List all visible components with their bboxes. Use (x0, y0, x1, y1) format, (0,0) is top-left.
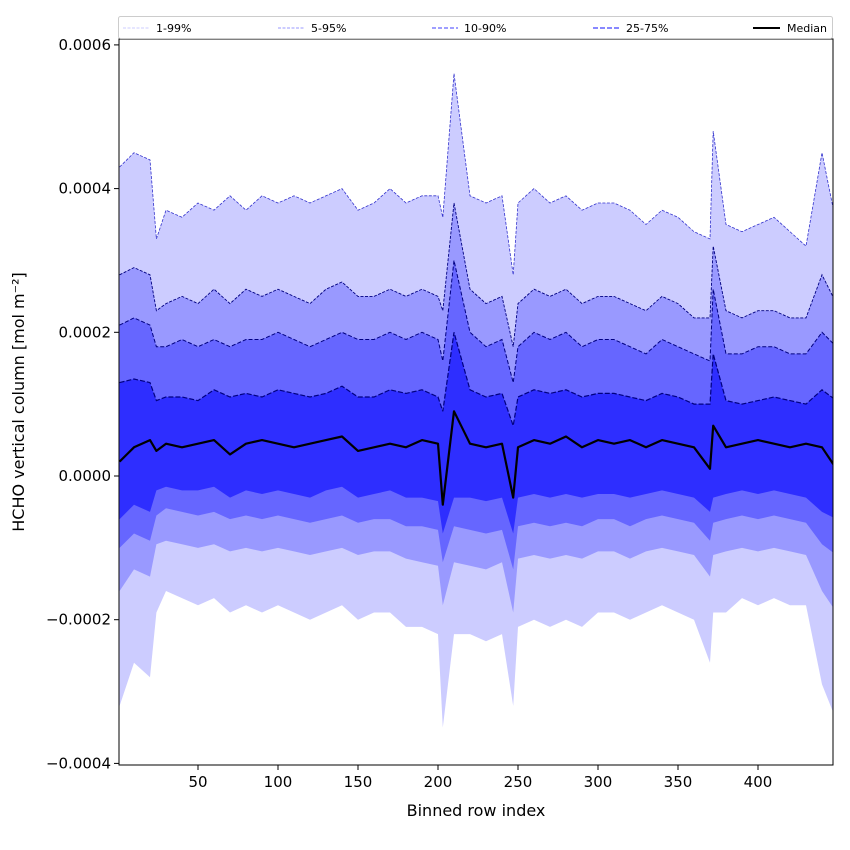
percentile-lines (119, 73, 833, 506)
legend-label-25-75: 25-75% (626, 22, 668, 35)
x-axis-ticks: 50 100 150 200 250 300 350 400 (188, 765, 772, 791)
line-p75 (119, 332, 833, 426)
x-tick-label: 250 (504, 773, 533, 791)
x-tick-label: 350 (664, 773, 693, 791)
y-tick-label: 0.0002 (59, 323, 112, 341)
legend-label-10-90: 10-90% (464, 22, 506, 35)
legend-frame (118, 16, 833, 39)
x-tick-label: 300 (584, 773, 613, 791)
y-tick-label: 0.0000 (59, 467, 112, 485)
legend: 1-99% 5-95% 10-90% 25-75% Median (118, 16, 833, 39)
y-axis-ticks: 0.0006 0.0004 0.0002 0.0000 −0.0002 −0.0004 (46, 36, 119, 772)
x-tick-label: 50 (188, 773, 207, 791)
y-tick-label: 0.0006 (59, 36, 112, 54)
percentile-bands (119, 73, 833, 728)
x-tick-label: 200 (424, 773, 453, 791)
y-tick-label: −0.0004 (46, 754, 111, 772)
line-median (119, 410, 833, 506)
y-tick-label: −0.0002 (46, 611, 111, 629)
band-25-75 (119, 332, 833, 534)
x-tick-label: 150 (344, 773, 373, 791)
x-axis-label: Binned row index (407, 801, 546, 820)
line-p99 (119, 73, 833, 275)
y-tick-label: 0.0004 (59, 180, 112, 198)
legend-label-1-99: 1-99% (156, 22, 191, 35)
line-p95 (119, 202, 833, 347)
x-tick-label: 100 (264, 773, 293, 791)
legend-label-5-95: 5-95% (311, 22, 346, 35)
line-p90 (119, 260, 833, 383)
x-tick-label: 400 (744, 773, 773, 791)
legend-label-median: Median (787, 22, 827, 35)
y-axis-label: HCHO vertical column [mol m⁻²] (9, 272, 28, 531)
